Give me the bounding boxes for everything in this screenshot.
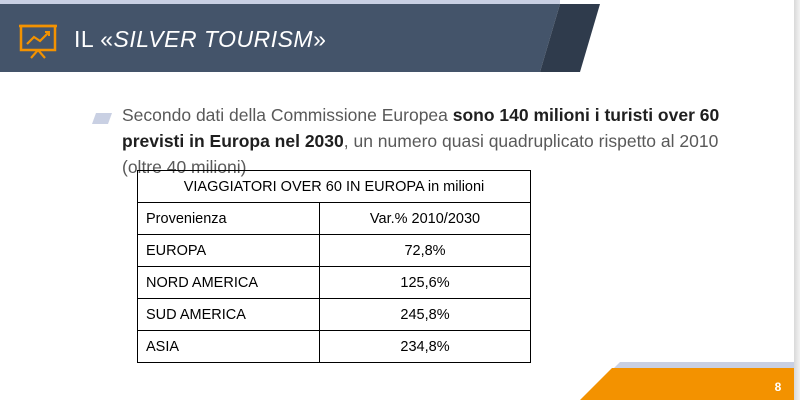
data-table: VIAGGIATORI OVER 60 IN EUROPA in milioni…	[137, 170, 531, 363]
bullet-text: Secondo dati della Commissione Europea s…	[122, 105, 720, 177]
table-row: ASIA 234,8%	[137, 330, 531, 363]
header-accent-strip	[0, 0, 560, 6]
column-header: Var.% 2010/2030	[319, 202, 531, 235]
header-band: IL «SILVER TOURISM»	[0, 4, 794, 72]
page-number: 8	[774, 380, 782, 394]
table-cell: ASIA	[137, 330, 320, 363]
table-cell: SUD AMERICA	[137, 298, 320, 331]
table-cell: NORD AMERICA	[137, 266, 320, 299]
table-row: NORD AMERICA 125,6%	[137, 266, 531, 299]
footer-accent-shape	[580, 362, 794, 400]
table-row: SUD AMERICA 245,8%	[137, 298, 531, 331]
table-row: EUROPA 72,8%	[137, 234, 531, 267]
bullet-marker	[92, 111, 112, 124]
table-caption: VIAGGIATORI OVER 60 IN EUROPA in milioni	[137, 170, 531, 203]
table-cell: 234,8%	[319, 330, 531, 363]
table-cell: 245,8%	[319, 298, 531, 331]
header-band-shape	[0, 4, 600, 72]
table-cell: 72,8%	[319, 234, 531, 267]
page-edge-shadow	[794, 0, 800, 400]
table-header-row: Provenienza Var.% 2010/2030	[137, 202, 531, 235]
presentation-chart-icon	[18, 20, 58, 60]
column-header: Provenienza	[137, 202, 320, 235]
table-cell: EUROPA	[137, 234, 320, 267]
table-cell: 125,6%	[319, 266, 531, 299]
slide-title: IL «SILVER TOURISM»	[74, 26, 327, 52]
table-caption-row: VIAGGIATORI OVER 60 IN EUROPA in milioni	[137, 170, 531, 203]
